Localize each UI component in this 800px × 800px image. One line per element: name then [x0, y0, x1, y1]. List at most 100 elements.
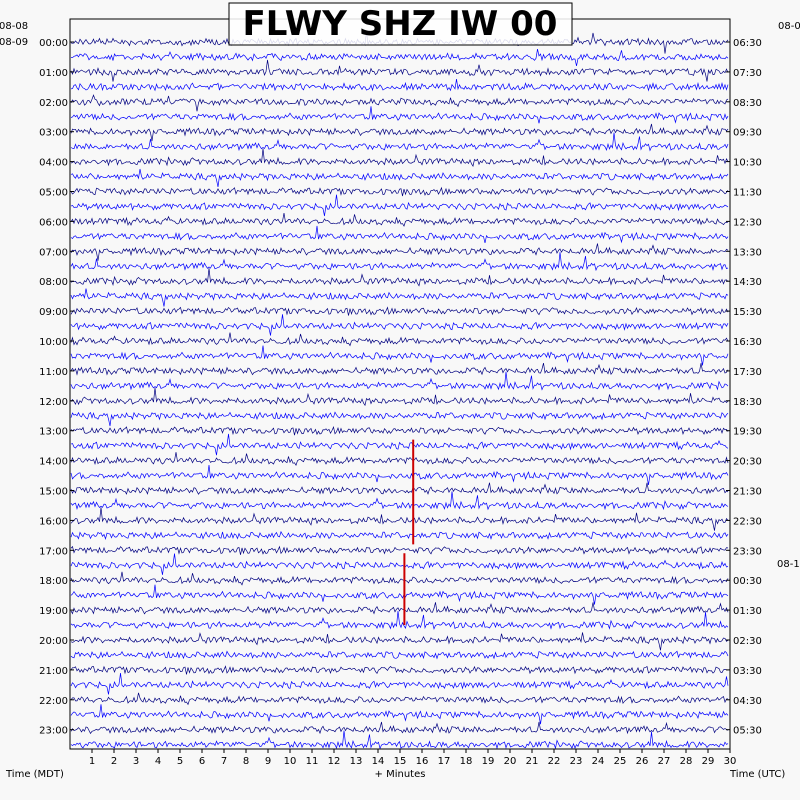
left-hour-label: 00:00: [39, 38, 68, 49]
left-date-top: 08-08: [0, 21, 28, 32]
x-tick-label: 19: [482, 756, 495, 767]
right-hour-label: 08:30: [733, 98, 762, 109]
x-tick-label: 24: [592, 756, 605, 767]
trace-line: [70, 194, 729, 217]
left-hour-label: 19:00: [39, 606, 68, 617]
x-tick-label: 10: [284, 756, 297, 767]
left-hour-label: 20:00: [39, 636, 68, 647]
right-hour-label: 00:30: [733, 576, 762, 587]
trace-line: [70, 168, 729, 187]
trace-line: [70, 721, 729, 735]
trace-line: [70, 78, 729, 92]
trace-line: [70, 186, 729, 197]
trace-line: [70, 507, 729, 531]
trace-line: [70, 212, 729, 227]
trace-line: [70, 425, 729, 436]
left-hour-label: 08:00: [39, 277, 68, 288]
trace-line: [70, 553, 729, 575]
trace-line: [70, 650, 729, 660]
x-tick-label: 21: [526, 756, 539, 767]
trace-line: [70, 123, 729, 142]
trace-line: [70, 49, 729, 66]
right-axis-label: Time (UTC): [729, 769, 785, 780]
x-tick-label: 29: [702, 756, 715, 767]
left-hour-label: 07:00: [39, 247, 68, 258]
left-hour-label: 12:00: [39, 397, 68, 408]
trace-line: [70, 314, 729, 336]
trace-line: [70, 306, 729, 316]
trace-line: [70, 545, 729, 555]
trace-line: [70, 363, 729, 376]
right-hour-label: 07:30: [733, 68, 762, 79]
right-hour-label: 23:30: [733, 546, 762, 557]
trace-line: [70, 371, 729, 391]
x-tick-label: 2: [111, 756, 117, 767]
x-tick-label: 23: [570, 756, 583, 767]
right-hour-label: 22:30: [733, 516, 762, 527]
trace-line: [70, 730, 729, 750]
trace-line: [70, 387, 729, 407]
chart-title: FLWY SHZ IW 00: [243, 4, 558, 44]
right-hour-label: 06:30: [733, 38, 762, 49]
left-hour-label: 01:00: [39, 68, 68, 79]
right-hour-label: 19:30: [733, 427, 762, 438]
left-date-start: 08-09: [0, 37, 28, 48]
x-axis-label: + Minutes: [375, 769, 426, 780]
left-hour-label: 04:00: [39, 158, 68, 169]
trace-line: [70, 452, 729, 467]
x-tick-label: 20: [504, 756, 517, 767]
trace-line: [70, 288, 729, 307]
trace-line: [70, 584, 729, 605]
trace-line: [70, 632, 729, 651]
right-date-next: 08-1: [777, 559, 800, 570]
right-hour-labels: 06:30 07:30 08:30 09:30 10:30 11:30 12:30 13:30…: [726, 38, 762, 737]
title-box: [228, 2, 573, 46]
seismic-traces: [70, 31, 729, 750]
trace-line: [70, 665, 729, 675]
x-tick-label: 18: [460, 756, 473, 767]
x-tick-label: 13: [350, 756, 363, 767]
trace-line: [70, 106, 729, 124]
left-hour-label: 14:00: [39, 457, 68, 468]
x-tick-label: 4: [155, 756, 161, 767]
left-hour-label: 10:00: [39, 337, 68, 348]
right-hour-label: 14:30: [733, 277, 762, 288]
right-date-top: 08-09: [778, 21, 800, 32]
x-tick-label: 22: [548, 756, 561, 767]
trace-line: [70, 571, 729, 586]
trace-line: [70, 345, 729, 366]
right-hour-label: 12:30: [733, 217, 762, 228]
right-hour-label: 15:30: [733, 307, 762, 318]
trace-line: [70, 673, 729, 695]
trace-line: [70, 225, 729, 244]
right-hour-label: 20:30: [733, 457, 762, 468]
left-hour-label: 09:00: [39, 307, 68, 318]
trace-line: [70, 243, 729, 261]
x-tick-label: 7: [221, 756, 227, 767]
left-hour-label: 17:00: [39, 546, 68, 557]
trace-line: [70, 148, 729, 167]
right-hour-label: 09:30: [733, 128, 762, 139]
trace-line: [70, 610, 729, 630]
x-tick-label: 16: [416, 756, 429, 767]
trace-line: [70, 94, 729, 112]
right-hour-label: 21:30: [733, 487, 762, 498]
trace-line: [70, 482, 729, 495]
x-tick-label: 12: [328, 756, 341, 767]
left-hour-label: 03:00: [39, 128, 68, 139]
right-hour-label: 18:30: [733, 397, 762, 408]
left-hour-label: 21:00: [39, 666, 68, 677]
right-hour-label: 01:30: [733, 606, 762, 617]
left-hour-label: 13:00: [39, 427, 68, 438]
trace-line: [70, 491, 729, 511]
right-hour-label: 10:30: [733, 158, 762, 169]
x-tick-label: 28: [680, 756, 693, 767]
trace-line: [70, 530, 729, 540]
left-hour-label: 15:00: [39, 487, 68, 498]
left-hour-label: 06:00: [39, 217, 68, 228]
right-hour-label: 13:30: [733, 247, 762, 258]
x-tick-label: 15: [394, 756, 407, 767]
x-tick-label: 27: [658, 756, 671, 767]
x-tick-label: 9: [265, 756, 271, 767]
